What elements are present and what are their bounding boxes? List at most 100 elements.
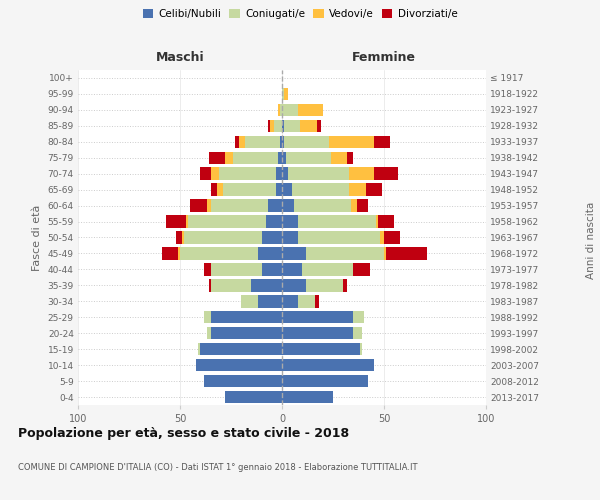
Bar: [298, 232, 380, 243]
Bar: [178, 247, 180, 260]
Bar: [386, 247, 427, 260]
Bar: [284, 88, 288, 100]
Bar: [209, 279, 211, 291]
Bar: [294, 200, 352, 212]
Bar: [282, 232, 298, 243]
Text: Anni di nascita: Anni di nascita: [586, 202, 596, 278]
Bar: [166, 216, 186, 228]
Bar: [282, 152, 286, 164]
Text: COMUNE DI CAMPIONE D'ITALIA (CO) - Dati ISTAT 1° gennaio 2018 - Elaborazione TUT: COMUNE DI CAMPIONE D'ITALIA (CO) - Dati …: [18, 462, 418, 471]
Bar: [286, 152, 331, 164]
Bar: [211, 327, 282, 340]
Bar: [349, 168, 374, 180]
Bar: [182, 232, 184, 243]
Bar: [282, 343, 359, 355]
Bar: [298, 104, 323, 116]
Bar: [161, 247, 178, 260]
Bar: [282, 216, 298, 228]
Bar: [245, 136, 280, 148]
Bar: [205, 263, 211, 276]
Bar: [206, 327, 211, 340]
Bar: [200, 168, 211, 180]
Bar: [282, 120, 284, 132]
Bar: [384, 247, 386, 260]
Bar: [219, 168, 276, 180]
Bar: [211, 279, 251, 291]
Bar: [282, 327, 353, 340]
Bar: [266, 216, 282, 228]
Bar: [282, 279, 307, 291]
Bar: [190, 200, 206, 212]
Bar: [180, 247, 257, 260]
Bar: [378, 216, 394, 228]
Bar: [282, 391, 333, 403]
Bar: [211, 168, 219, 180]
Bar: [358, 200, 368, 212]
Bar: [225, 152, 233, 164]
Bar: [233, 152, 278, 164]
Bar: [284, 136, 329, 148]
Bar: [280, 136, 282, 148]
Bar: [257, 295, 282, 308]
Bar: [353, 263, 370, 276]
Bar: [257, 247, 282, 260]
Bar: [359, 343, 362, 355]
Bar: [282, 311, 353, 324]
Bar: [331, 152, 347, 164]
Bar: [235, 136, 239, 148]
Bar: [284, 120, 301, 132]
Bar: [205, 311, 211, 324]
Bar: [282, 88, 284, 100]
Bar: [329, 136, 374, 148]
Bar: [365, 184, 382, 196]
Bar: [223, 184, 276, 196]
Bar: [374, 168, 398, 180]
Bar: [188, 216, 266, 228]
Bar: [282, 200, 294, 212]
Bar: [307, 247, 384, 260]
Bar: [307, 279, 343, 291]
Legend: Celibi/Nubili, Coniugati/e, Vedovi/e, Divorziati/e: Celibi/Nubili, Coniugati/e, Vedovi/e, Di…: [139, 5, 461, 24]
Bar: [186, 216, 188, 228]
Bar: [282, 184, 292, 196]
Bar: [352, 200, 358, 212]
Bar: [251, 279, 282, 291]
Bar: [384, 232, 400, 243]
Bar: [268, 200, 282, 212]
Bar: [211, 184, 217, 196]
Bar: [292, 184, 349, 196]
Bar: [282, 359, 374, 372]
Bar: [282, 375, 368, 388]
Bar: [298, 216, 376, 228]
Bar: [274, 120, 282, 132]
Bar: [217, 184, 223, 196]
Bar: [268, 120, 270, 132]
Bar: [211, 311, 282, 324]
Bar: [314, 295, 319, 308]
Bar: [343, 279, 347, 291]
Bar: [206, 200, 211, 212]
Bar: [241, 295, 257, 308]
Bar: [176, 232, 182, 243]
Bar: [282, 136, 284, 148]
Text: Femmine: Femmine: [352, 50, 416, 64]
Bar: [288, 168, 349, 180]
Bar: [353, 327, 362, 340]
Bar: [380, 232, 384, 243]
Bar: [200, 343, 282, 355]
Bar: [278, 104, 280, 116]
Bar: [282, 168, 288, 180]
Bar: [205, 375, 282, 388]
Bar: [276, 168, 282, 180]
Bar: [196, 359, 282, 372]
Bar: [199, 343, 200, 355]
Bar: [376, 216, 378, 228]
Text: Popolazione per età, sesso e stato civile - 2018: Popolazione per età, sesso e stato civil…: [18, 428, 349, 440]
Bar: [278, 152, 282, 164]
Bar: [302, 263, 353, 276]
Bar: [347, 152, 353, 164]
Bar: [353, 311, 364, 324]
Bar: [349, 184, 365, 196]
Bar: [282, 247, 307, 260]
Bar: [374, 136, 390, 148]
